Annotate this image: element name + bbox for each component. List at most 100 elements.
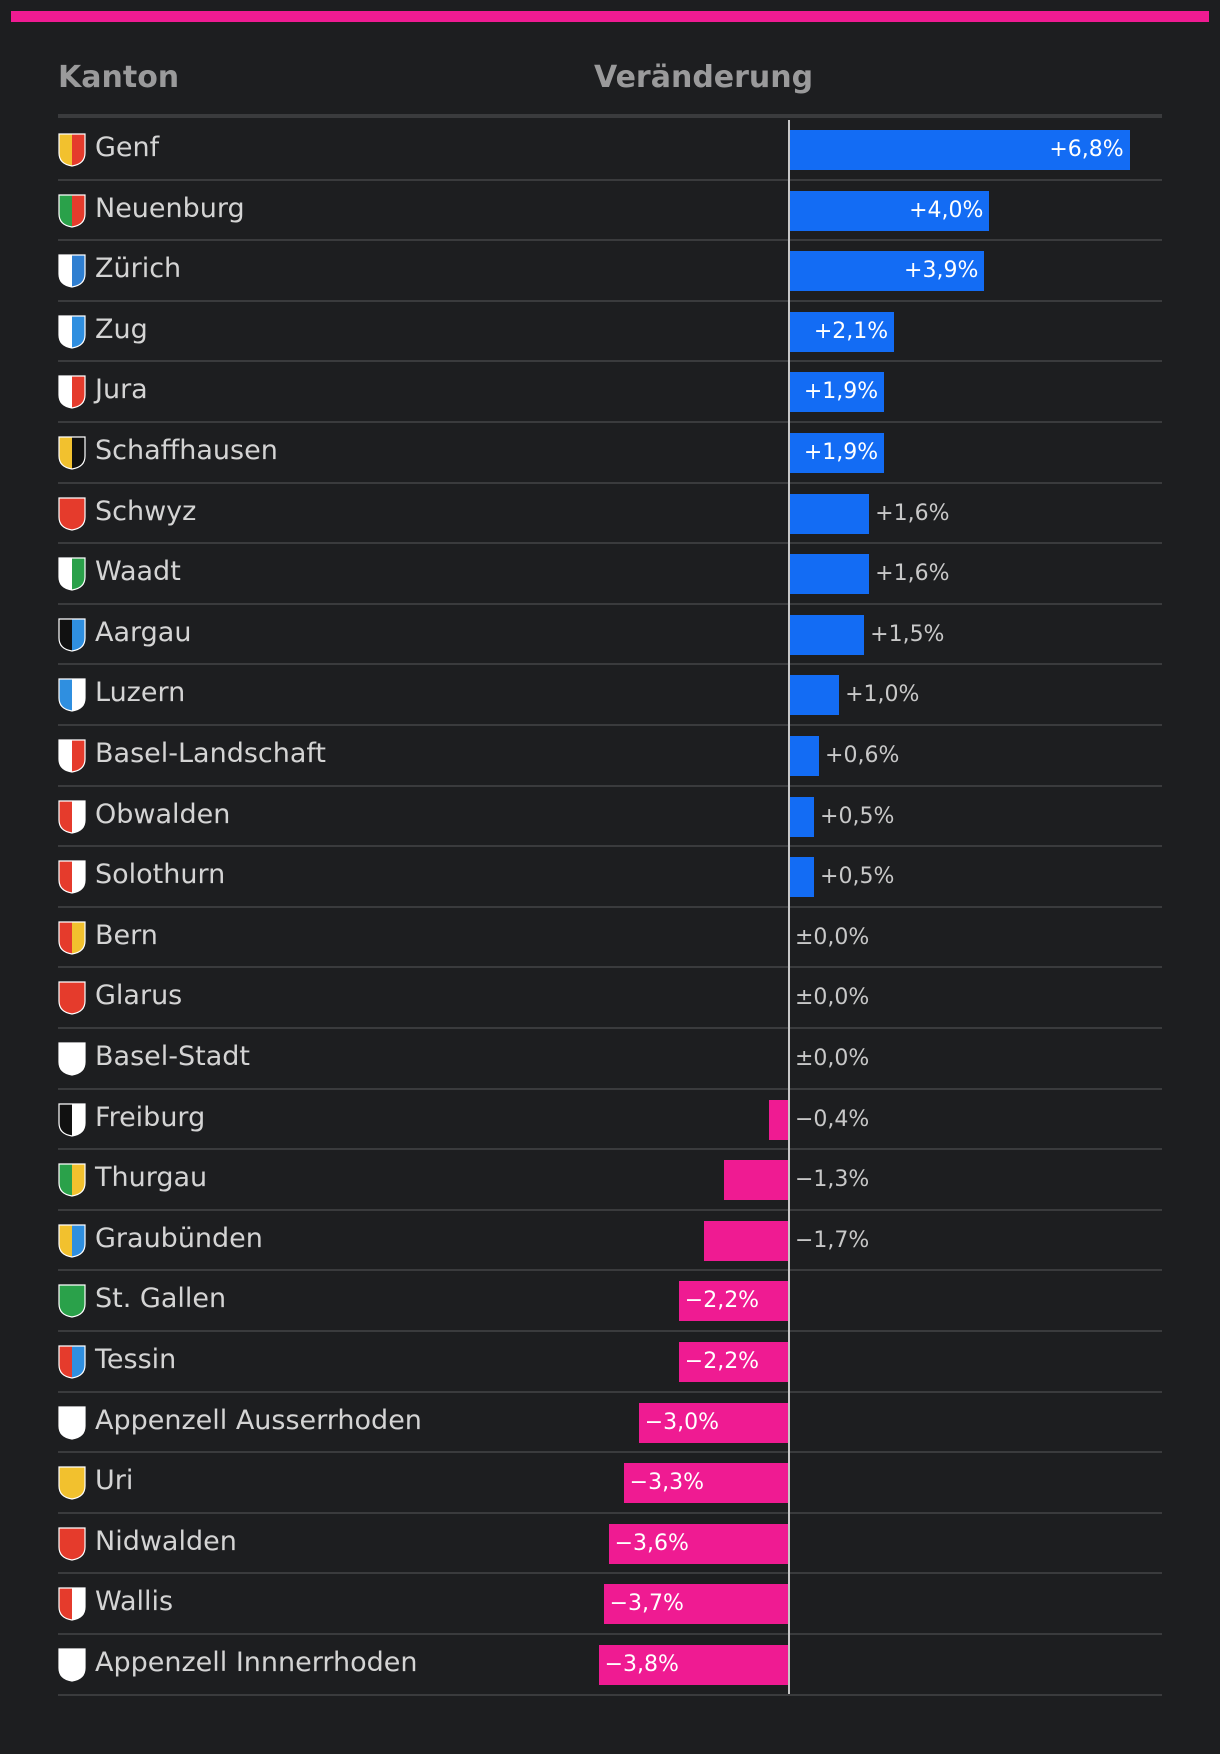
row-divider (58, 1026, 1162, 1029)
bar-value-label: ±0,0% (795, 924, 870, 950)
bar-value-label: +0,5% (820, 864, 895, 890)
bar-positive (789, 857, 815, 898)
bar-value-label: −1,7% (795, 1227, 870, 1253)
bar-value-label: +0,5% (820, 803, 895, 829)
kanton-name: Basel-Landschaft (95, 738, 327, 769)
bar-value-label: +1,6% (875, 500, 950, 526)
graubuenden-crest-icon (58, 1224, 86, 1258)
bar-value-label: ±0,0% (795, 1046, 870, 1071)
zero-axis-line (788, 120, 790, 1694)
table-row: Appenzell Ausserrhoden −3,0% (0, 1393, 1220, 1454)
table-row: St. Gallen −2,2% (0, 1271, 1220, 1332)
bar-negative (703, 1220, 789, 1261)
row-divider (58, 966, 1162, 969)
column-header-kanton: Kanton (58, 60, 180, 95)
freiburg-crest-icon (58, 1102, 86, 1137)
bar-negative (723, 1160, 789, 1201)
table-row: Uri −3,3% (0, 1453, 1220, 1514)
aargau-crest-icon (58, 618, 86, 652)
appenzell-innerrhoden-crest-icon (58, 1648, 86, 1682)
row-divider (58, 178, 1162, 181)
bar-negative (603, 1584, 789, 1625)
row-divider (58, 1148, 1162, 1151)
table-row: Graubünden −1,7% (0, 1211, 1220, 1272)
luzern-crest-icon (58, 678, 86, 712)
kanton-name: Schwyz (95, 495, 197, 527)
bar-value-label: +4,0% (909, 197, 984, 223)
table-row: Obwalden +0,5% (0, 787, 1220, 848)
table-row: Waadt +1,6% (0, 544, 1220, 605)
nidwalden-crest-icon (58, 1527, 86, 1561)
kanton-name: Appenzell Innnerrhoden (95, 1647, 418, 1678)
table-row: Glarus ±0,0% (0, 968, 1220, 1029)
schaffhausen-crest-icon (58, 436, 86, 470)
kanton-name: Bern (95, 919, 158, 951)
row-divider (58, 1390, 1162, 1393)
kanton-name: Uri (95, 1465, 134, 1497)
bar-value-label: +6,8% (1049, 137, 1124, 162)
bar-negative (638, 1402, 789, 1443)
table-row: Zug +2,1% (0, 302, 1220, 363)
row-divider (58, 602, 1162, 605)
bar-value-label: −3,8% (604, 1652, 679, 1677)
bar-value-label: −3,3% (629, 1470, 704, 1496)
bar-value-label: +3,9% (904, 258, 979, 284)
appenzell-ausserrhoden-crest-icon (58, 1405, 86, 1440)
table-row: Freiburg −0,4% (0, 1090, 1220, 1151)
bar-value-label: −2,2% (684, 1288, 760, 1314)
bar-value-label: −2,2% (684, 1349, 760, 1374)
bar-value-label: +1,5% (870, 621, 945, 647)
row-divider (58, 1511, 1162, 1514)
solothurn-crest-icon (58, 860, 86, 894)
kanton-name: Appenzell Ausserrhoden (95, 1404, 422, 1436)
column-header-veraenderung: Veränderung (594, 60, 814, 95)
bar-positive (789, 311, 895, 352)
bar-value-label: +1,9% (803, 379, 879, 405)
table-row: Solothurn +0,5% (0, 847, 1220, 908)
bar-value-label: −3,0% (644, 1409, 720, 1435)
row-divider (58, 663, 1162, 666)
row-divider (58, 481, 1162, 484)
bar-negative (768, 1099, 789, 1140)
basel-stadt-crest-icon (58, 1042, 86, 1076)
genf-crest-icon (58, 133, 86, 167)
row-divider (58, 1451, 1162, 1454)
waadt-crest-icon (58, 557, 86, 591)
bar-value-label: ±0,0% (795, 985, 870, 1011)
basel-landschaft-crest-icon (58, 739, 86, 773)
accent-top-bar (11, 11, 1209, 22)
glarus-crest-icon (58, 981, 86, 1015)
table-row: Neuenburg +4,0% (0, 181, 1220, 242)
kanton-name: Nidwalden (95, 1525, 237, 1557)
table-row: Schaffhausen +1,9% (0, 423, 1220, 484)
wallis-crest-icon (58, 1587, 86, 1621)
zug-crest-icon (58, 315, 86, 349)
table-row: Wallis −3,7% (0, 1574, 1220, 1635)
row-divider (58, 420, 1162, 423)
bar-value-label: −3,7% (609, 1591, 684, 1617)
kanton-name: Graubünden (95, 1222, 263, 1254)
row-divider (58, 1208, 1162, 1211)
table-row: Genf +6,8% (0, 120, 1220, 181)
kanton-name: Jura (95, 374, 148, 406)
bern-crest-icon (58, 921, 86, 955)
thurgau-crest-icon (58, 1163, 86, 1197)
kanton-name: Solothurn (95, 859, 226, 891)
bar-positive (789, 493, 870, 534)
bar-negative (608, 1523, 789, 1564)
kanton-name: Wallis (95, 1586, 174, 1618)
kanton-name: Schaffhausen (95, 435, 278, 466)
bar-negative (678, 1342, 789, 1382)
bar-value-label: −3,6% (614, 1530, 689, 1556)
kanton-name: Basel-Stadt (95, 1041, 250, 1072)
header-divider (58, 114, 1162, 118)
bar-positive (789, 796, 815, 837)
kanton-name: Luzern (95, 677, 186, 709)
zuerich-crest-icon (58, 254, 86, 288)
bar-value-label: +1,6% (875, 561, 950, 587)
bar-positive (789, 614, 865, 655)
row-divider (58, 1632, 1162, 1635)
bar-positive (789, 433, 885, 473)
row-divider (58, 845, 1162, 848)
st-gallen-crest-icon (58, 1284, 86, 1318)
